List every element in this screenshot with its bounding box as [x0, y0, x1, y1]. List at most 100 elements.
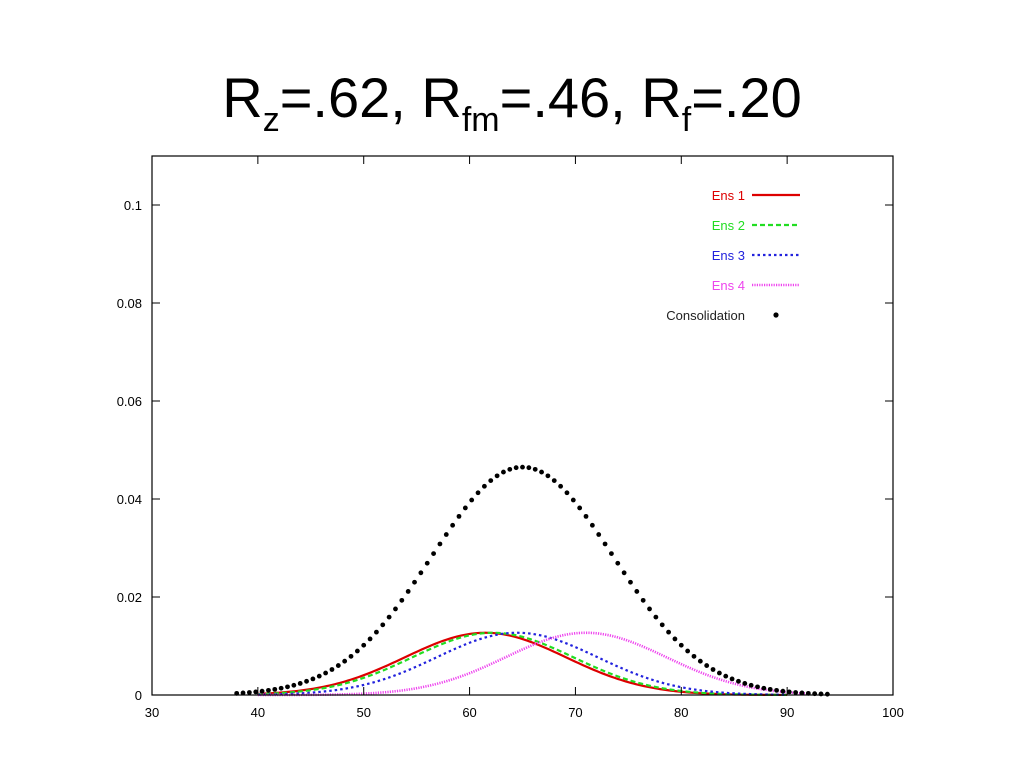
- consolidation-point: [723, 673, 729, 679]
- consolidation-point: [488, 478, 494, 483]
- consolidation-point: [399, 597, 405, 603]
- x-tick-label: 30: [145, 705, 159, 720]
- consolidation-point: [240, 690, 246, 696]
- chart-title: Rz=.62, Rfm=.46, Rf=.20: [0, 58, 1024, 138]
- consolidation-point: [539, 469, 544, 475]
- consolidation-point: [564, 490, 570, 496]
- title-subscript-2: f: [681, 101, 692, 139]
- consolidation-point: [342, 658, 348, 664]
- consolidation-point: [329, 667, 335, 672]
- legend: Ens 1 Ens 2 Ens 3 Ens 4 Consolidation: [666, 188, 800, 323]
- consolidation-point: [678, 642, 684, 648]
- series-layer: [234, 464, 830, 697]
- legend-label: Consolidation: [666, 308, 745, 323]
- consolidation-point: [589, 522, 595, 528]
- consolidation-point: [755, 684, 760, 690]
- x-tick-label: 80: [674, 705, 688, 720]
- consolidation-point: [266, 687, 271, 693]
- consolidation-point: [348, 653, 354, 659]
- consolidation-point: [697, 658, 703, 664]
- x-tick-label: 60: [462, 705, 476, 720]
- y-tick-label: 0.08: [117, 296, 142, 311]
- consolidation-point: [335, 663, 341, 668]
- consolidation-point: [793, 690, 799, 695]
- consolidation-point: [672, 636, 678, 642]
- consolidation-point: [736, 678, 741, 684]
- ticks-layer: 30 40 50 60 70 80 90 100 0 0.02 0.04 0.06 0.08 0.1: [117, 156, 904, 720]
- legend-label: Ens 4: [712, 278, 745, 293]
- consolidation-point: [545, 473, 551, 479]
- consolidation-point: [628, 579, 633, 585]
- title-subscript-0: z: [262, 101, 280, 139]
- y-tick-label: 0.06: [117, 394, 142, 409]
- consolidation-point: [418, 570, 424, 576]
- consolidation-point: [526, 465, 532, 471]
- legend-label: Ens 1: [712, 188, 745, 203]
- consolidation-point: [799, 690, 805, 696]
- consolidation-point: [615, 560, 621, 566]
- consolidation-point: [774, 687, 779, 693]
- consolidation-point: [393, 606, 398, 612]
- x-tick-label: 90: [780, 705, 794, 720]
- consolidation-point: [767, 686, 773, 692]
- consolidation-point: [570, 497, 576, 503]
- consolidation-point: [412, 579, 417, 585]
- consolidation-point: [507, 466, 513, 472]
- consolidation-point: [354, 648, 360, 654]
- consolidation-point: [437, 541, 443, 547]
- series-line-ens-1: [257, 631, 788, 697]
- title-part-0: Rz=.62,: [222, 66, 422, 139]
- consolidation-point: [494, 473, 500, 479]
- consolidation-point: [297, 681, 303, 686]
- consolidation-point: [780, 688, 786, 694]
- consolidation-point: [602, 541, 608, 547]
- consolidation-point: [272, 686, 278, 692]
- consolidation-point: [729, 676, 735, 682]
- consolidation-point: [361, 642, 367, 648]
- consolidation-point: [640, 597, 646, 603]
- legend-label: Ens 3: [712, 248, 745, 263]
- consolidation-point: [596, 532, 602, 537]
- consolidation-point: [653, 614, 659, 620]
- y-tick-label: 0.02: [117, 590, 142, 605]
- consolidation-point: [704, 663, 710, 668]
- consolidation-point: [285, 684, 290, 690]
- x-tick-label: 40: [251, 705, 265, 720]
- legend-sample: [773, 312, 779, 318]
- consolidation-point: [513, 465, 519, 471]
- consolidation-point: [310, 676, 316, 682]
- consolidation-point: [647, 606, 652, 612]
- consolidation-point: [475, 490, 481, 496]
- consolidation-point: [374, 629, 379, 635]
- consolidation-point: [259, 688, 265, 694]
- consolidation-point: [558, 483, 564, 489]
- consolidation-point: [710, 667, 716, 672]
- title-subscript-1: fm: [461, 101, 500, 139]
- consolidation-point: [380, 622, 386, 628]
- legend-label: Ens 2: [712, 218, 745, 233]
- consolidation-point: [424, 560, 430, 566]
- consolidation-point: [481, 483, 487, 489]
- consolidation-point: [748, 682, 754, 688]
- series-consolidation: [234, 464, 830, 697]
- consolidation-point: [685, 648, 691, 654]
- series-line-ens-4: [257, 631, 809, 697]
- consolidation-point: [818, 691, 824, 697]
- consolidation-point: [462, 505, 468, 511]
- title-part-2: Rf=.20: [641, 66, 802, 139]
- y-tick-label: 0.1: [124, 198, 142, 213]
- series-line-ens-2: [257, 631, 788, 697]
- plot-frame: [151, 155, 894, 696]
- consolidation-point: [761, 685, 767, 691]
- consolidation-point: [583, 513, 589, 519]
- x-tick-label: 100: [882, 705, 904, 720]
- consolidation-point: [577, 505, 583, 511]
- consolidation-point: [742, 681, 748, 686]
- consolidation-point: [316, 673, 322, 679]
- consolidation-point: [501, 469, 506, 475]
- consolidation-point: [253, 689, 259, 695]
- consolidation-point: [691, 653, 697, 659]
- consolidation-point: [716, 670, 722, 676]
- consolidation-point: [450, 522, 456, 528]
